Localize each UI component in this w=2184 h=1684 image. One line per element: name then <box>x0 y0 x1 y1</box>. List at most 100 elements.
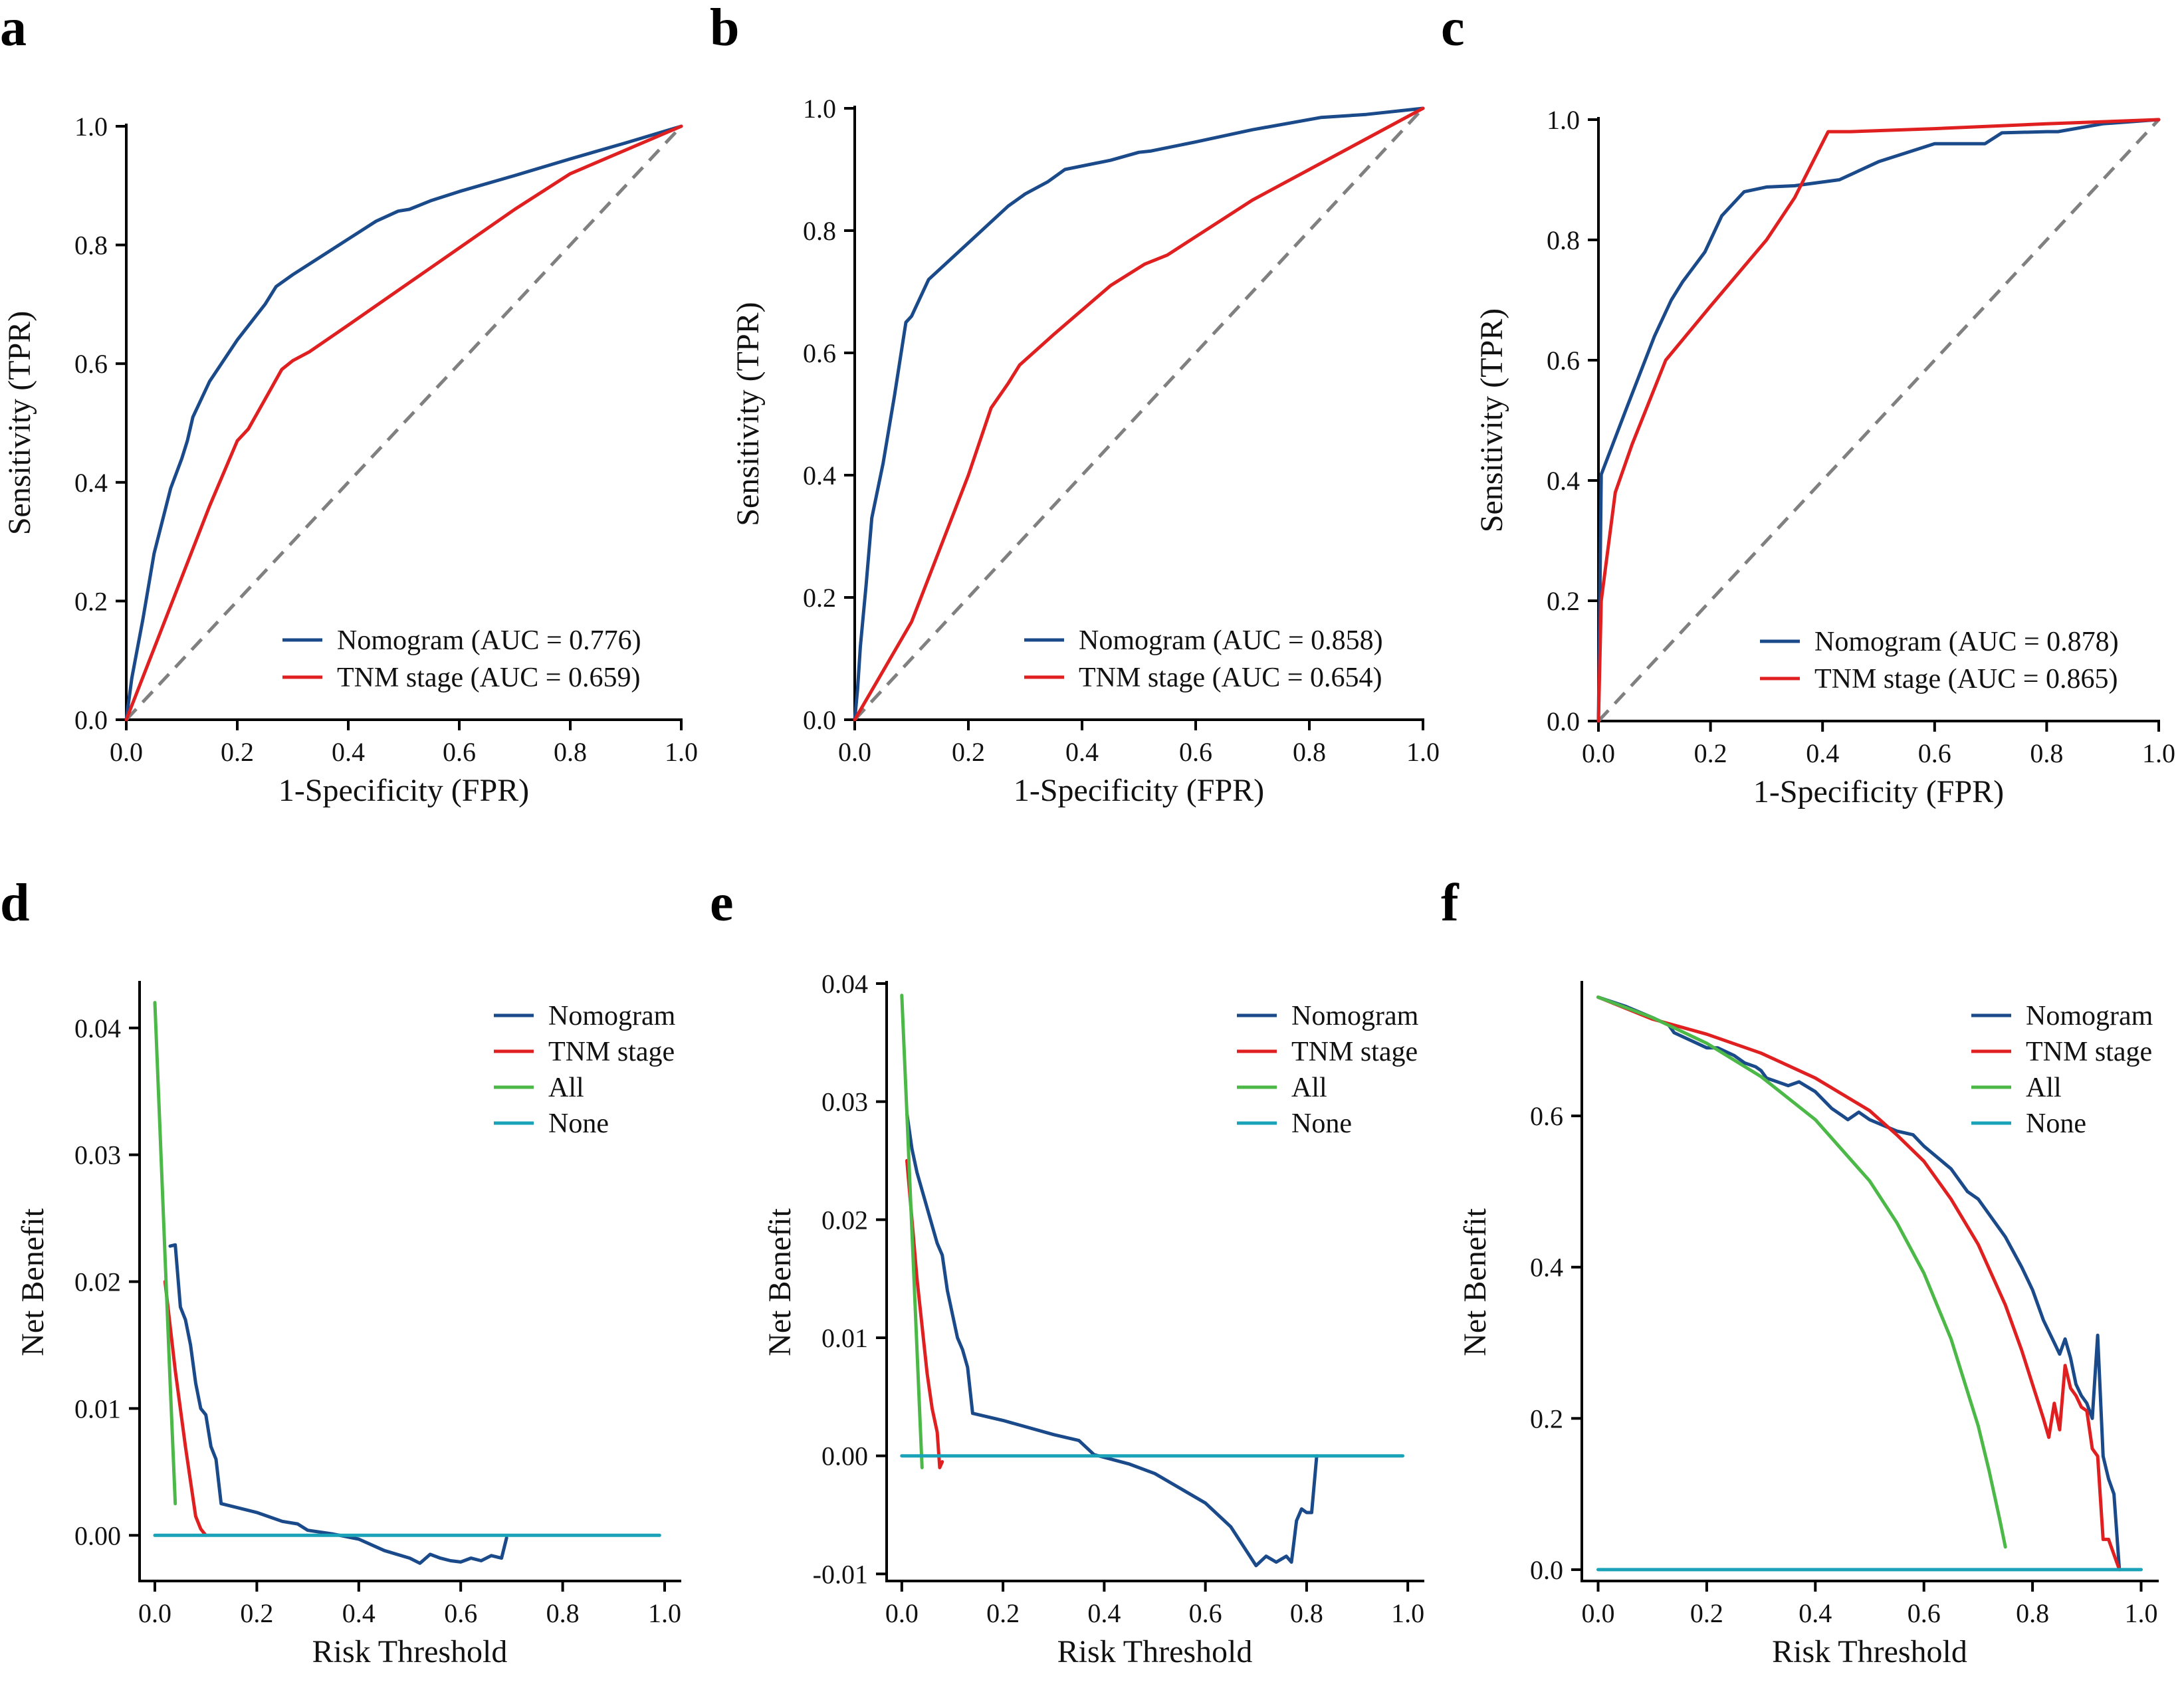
x-tick-label: 0.2 <box>986 1598 1020 1628</box>
x-tick-label: 0.6 <box>444 1598 477 1628</box>
y-tick-label: 1.0 <box>803 94 836 124</box>
y-tick-label: 0.2 <box>1547 586 1580 616</box>
y-tick-label: 1.0 <box>1547 105 1580 135</box>
x-tick-label: 0.4 <box>1087 1598 1121 1628</box>
panel-f: f 0.0 0.2 0.4 0.6 0.8 1.0 0.0 0.2 0.4 0.6 Risk Thr… <box>1441 874 2159 1669</box>
y-axis-title: Sensitivity (TPR) <box>1474 308 1509 532</box>
y-tick-label: 0.0 <box>803 705 836 735</box>
y-tick-label: 0.03 <box>821 1087 868 1117</box>
series-line-nomogram <box>1596 118 2161 723</box>
series-line-tnm <box>1596 996 2122 1572</box>
legend-label: Nomogram (AUC = 0.858) <box>1079 625 1383 656</box>
legend-label: All <box>548 1073 584 1103</box>
x-tick-label: 0.0 <box>1582 738 1615 768</box>
legend-label: Nomogram (AUC = 0.878) <box>1814 627 2119 657</box>
y-tick-label: 0.6 <box>1530 1101 1563 1131</box>
y-tick-label: 0.00 <box>74 1521 121 1550</box>
x-tick-label: 1.0 <box>648 1598 681 1628</box>
y-tick-label: 0.0 <box>1530 1555 1563 1585</box>
x-tick-label: 1.0 <box>1406 737 1440 767</box>
legend: Nomogram TNM stage All None <box>1971 1001 2153 1139</box>
y-tick-label: 0.4 <box>74 468 108 498</box>
x-axis-title: Risk Threshold <box>312 1634 508 1669</box>
y-axis-title: Sensitivity (TPR) <box>730 302 766 526</box>
panel-label: a <box>0 0 27 57</box>
legend-label: TNM stage <box>548 1037 675 1067</box>
y-axis-title: Net Benefit <box>762 1208 798 1356</box>
series-line-nomogram <box>124 124 683 722</box>
series-line-tnm <box>1596 118 2161 723</box>
y-tick-label: -0.01 <box>813 1559 868 1589</box>
x-axis-title: Risk Threshold <box>1057 1634 1253 1669</box>
y-axis-title: Net Benefit <box>15 1208 51 1356</box>
legend: Nomogram (AUC = 0.776) TNM stage (AUC = 0… <box>282 625 641 693</box>
x-tick-label: 0.0 <box>838 737 871 767</box>
reference-diagonal <box>125 125 683 721</box>
x-tick-label: 0.2 <box>221 737 254 767</box>
y-tick-label: 0.2 <box>74 586 108 616</box>
x-tick-label: 0.6 <box>443 737 476 767</box>
series-line-nomogram <box>168 1243 508 1565</box>
y-tick-label: 0.8 <box>1547 225 1580 255</box>
y-tick-label: 0.2 <box>803 583 836 613</box>
y-tick-label: 0.6 <box>74 349 108 379</box>
series-line-all <box>1596 996 2007 1549</box>
x-tick-label: 0.6 <box>1908 1598 1941 1628</box>
x-axis-title: Risk Threshold <box>1772 1634 1967 1669</box>
legend-label: None <box>548 1108 609 1139</box>
y-tick-label: 0.02 <box>74 1267 121 1297</box>
legend-label: Nomogram <box>548 1001 676 1031</box>
x-tick-label: 0.0 <box>138 1598 171 1628</box>
x-tick-label: 0.8 <box>2030 738 2063 768</box>
y-axis-title: Sensitivity (TPR) <box>2 311 37 535</box>
x-tick-label: 0.8 <box>1290 1598 1323 1628</box>
y-tick-label: 0.2 <box>1530 1404 1563 1433</box>
panel-label: d <box>0 874 30 932</box>
x-tick-label: 0.4 <box>1065 737 1099 767</box>
panel-label: f <box>1441 874 1460 932</box>
y-tick-label: 0.04 <box>74 1013 121 1043</box>
x-tick-label: 0.4 <box>1799 1598 1832 1628</box>
panel-e: e 0.0 0.2 0.4 0.6 0.8 1.0 -0.01 0.00 0.01 0.02 0.0… <box>710 874 1424 1669</box>
x-tick-label: 0.2 <box>240 1598 273 1628</box>
y-tick-label: 0.03 <box>74 1140 121 1170</box>
y-tick-label: 0.4 <box>803 461 836 490</box>
series-line-all <box>900 994 924 1469</box>
x-tick-label: 0.2 <box>1694 738 1727 768</box>
x-tick-label: 0.0 <box>1582 1598 1615 1628</box>
legend-label: All <box>1291 1073 1327 1103</box>
series-line-all <box>153 1001 177 1506</box>
y-tick-label: 0.00 <box>821 1441 868 1471</box>
x-tick-label: 0.8 <box>554 737 587 767</box>
x-tick-label: 0.0 <box>885 1598 919 1628</box>
legend-label: TNM stage (AUC = 0.654) <box>1079 663 1382 693</box>
x-tick-label: 0.8 <box>2016 1598 2049 1628</box>
y-tick-label: 0.6 <box>803 338 836 368</box>
y-axis-title: Net Benefit <box>1458 1208 1493 1356</box>
x-tick-label: 0.6 <box>1179 737 1212 767</box>
y-tick-label: 0.8 <box>74 231 108 261</box>
x-axis-title: 1-Specificity (FPR) <box>1014 773 1264 808</box>
reference-diagonal <box>1597 118 2160 722</box>
y-tick-label: 0.01 <box>74 1394 121 1423</box>
y-tick-label: 0.0 <box>1547 706 1580 736</box>
legend-label: TNM stage (AUC = 0.659) <box>337 663 640 693</box>
x-tick-label: 0.4 <box>1806 738 1839 768</box>
legend-label: TNM stage (AUC = 0.865) <box>1814 664 2118 694</box>
series-line-tnm <box>853 106 1425 722</box>
legend-label: Nomogram <box>2026 1001 2153 1031</box>
panel-b: b 0.0 0.2 0.4 0.6 0.8 1.0 0.0 0.2 0.4 0.6 0.8 1.0 1-… <box>710 0 1440 808</box>
legend-label: All <box>2026 1073 2062 1103</box>
legend-label: TNM stage <box>1291 1037 1418 1067</box>
legend-label: Nomogram <box>1291 1001 1419 1031</box>
x-tick-label: 1.0 <box>1391 1598 1424 1628</box>
reference-diagonal <box>853 107 1424 721</box>
x-axis-title: 1-Specificity (FPR) <box>1753 774 2004 809</box>
series-line-nomogram <box>1596 996 2122 1572</box>
legend-label: None <box>1291 1108 1352 1139</box>
x-tick-label: 0.2 <box>952 737 985 767</box>
x-tick-label: 0.6 <box>1189 1598 1222 1628</box>
y-tick-label: 0.8 <box>803 216 836 246</box>
y-tick-label: 0.4 <box>1530 1253 1563 1283</box>
legend-label: None <box>2026 1108 2086 1139</box>
